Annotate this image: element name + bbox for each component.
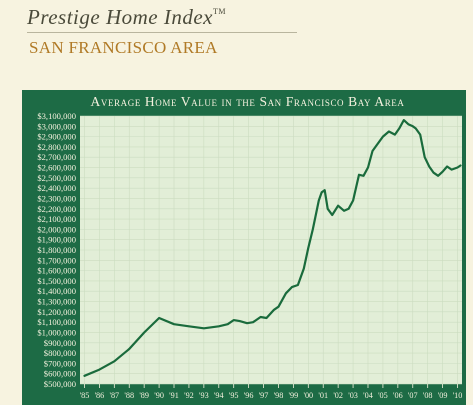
y-tick-label: $2,700,000: [37, 152, 76, 162]
y-tick-label: $1,100,000: [37, 317, 76, 327]
trademark-mark: TM: [213, 7, 226, 16]
x-tick-label: '90: [154, 391, 164, 400]
x-tick-label: '03: [348, 391, 358, 400]
y-tick-label: $2,100,000: [37, 214, 76, 224]
y-tick-label: $600,000: [44, 369, 76, 379]
x-tick-label: '00: [303, 391, 313, 400]
x-tick-label: '87: [109, 391, 119, 400]
y-tick-label: $800,000: [44, 348, 76, 358]
y-tick-label: $2,200,000: [37, 204, 76, 214]
y-tick-label: $1,400,000: [37, 286, 76, 296]
y-tick-label: $2,400,000: [37, 183, 76, 193]
y-tick-label: $2,000,000: [37, 224, 76, 234]
series-line: [83, 119, 462, 377]
y-tick-label: $1,500,000: [37, 276, 76, 286]
brand-logo: Prestige Home IndexTM: [27, 5, 226, 30]
x-tick-label: '93: [199, 391, 209, 400]
x-tick-label: '02: [333, 391, 343, 400]
y-tick-label: $2,600,000: [37, 163, 76, 173]
y-tick-label: $2,800,000: [37, 142, 76, 152]
x-tick-label: '91: [169, 391, 179, 400]
x-axis: '85 '86 '87 '88 '89 '90 '91 '92 '93 '94 '95 '96 '97 '…: [80, 384, 463, 400]
header-divider: [27, 32, 297, 33]
x-tick-label: '08: [423, 391, 433, 400]
y-tick-label: $1,200,000: [37, 307, 76, 317]
x-tick-label: '96: [244, 391, 254, 400]
y-tick-label: $2,900,000: [37, 132, 76, 142]
y-tick-label: $1,700,000: [37, 255, 76, 265]
x-tick-label: '09: [438, 391, 448, 400]
y-tick-label: $1,600,000: [37, 266, 76, 276]
y-tick-label: $1,900,000: [37, 235, 76, 245]
y-tick-label: $2,500,000: [37, 173, 76, 183]
y-axis: $500,000$600,000$700,000$800,000$900,000…: [37, 111, 76, 389]
x-tick-label: '98: [274, 391, 284, 400]
chart-title: Average Home Value in the San Francisco …: [90, 94, 405, 109]
x-tick-label: '01: [318, 391, 328, 400]
y-tick-label: $900,000: [44, 338, 76, 348]
x-tick-label: '07: [408, 391, 418, 400]
x-tick-label: '10: [453, 391, 463, 400]
y-tick-label: $1,300,000: [37, 297, 76, 307]
x-tick-label: '06: [393, 391, 403, 400]
y-tick-label: $3,100,000: [37, 111, 76, 121]
grid: [80, 115, 462, 385]
x-tick-label: '97: [259, 391, 269, 400]
x-tick-label: '85: [80, 391, 90, 400]
y-tick-label: $700,000: [44, 358, 76, 368]
brand-name: Prestige Home Index: [27, 5, 213, 29]
x-tick-label: '04: [363, 391, 373, 400]
y-tick-label: $3,000,000: [37, 121, 76, 131]
x-tick-label: '99: [289, 391, 299, 400]
y-tick-label: $2,300,000: [37, 193, 76, 203]
x-tick-label: '92: [184, 391, 194, 400]
x-tick-label: '95: [229, 391, 239, 400]
x-tick-label: '86: [95, 391, 105, 400]
x-tick-label: '89: [139, 391, 149, 400]
x-tick-label: '94: [214, 391, 224, 400]
page-subtitle: SAN FRANCISCO AREA: [29, 38, 218, 57]
x-tick-label: '05: [378, 391, 388, 400]
y-tick-label: $500,000: [44, 379, 76, 389]
y-tick-label: $1,000,000: [37, 327, 76, 337]
y-tick-label: $1,800,000: [37, 245, 76, 255]
x-tick-label: '88: [124, 391, 134, 400]
